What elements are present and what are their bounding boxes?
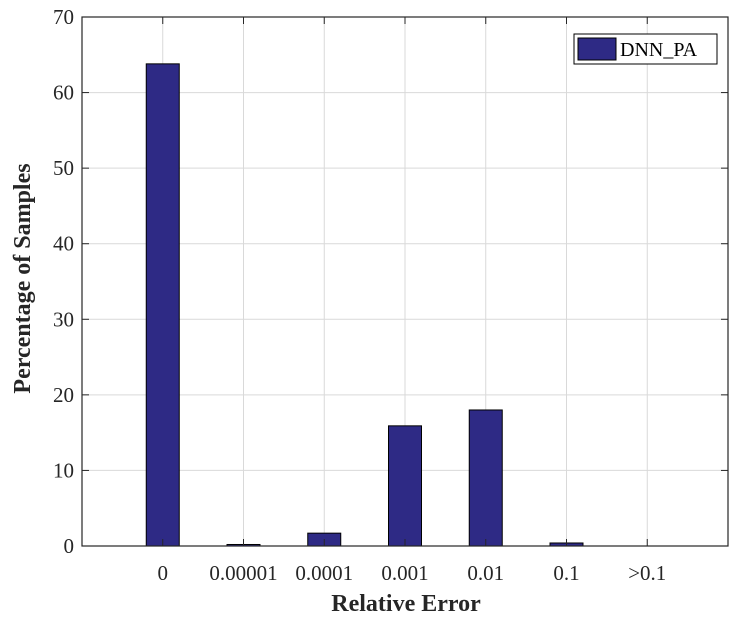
x-tick-label: 0.00001	[209, 561, 277, 585]
bars	[145, 63, 584, 547]
axis-ticks	[82, 16, 728, 547]
y-tick-labels: 0 10 20 30 40 50 60 70	[53, 5, 74, 558]
x-tick-label: >0.1	[628, 561, 666, 585]
y-tick-label: 40	[53, 232, 74, 256]
x-tick-label: 0.1	[553, 561, 579, 585]
y-tick-label: 50	[53, 156, 74, 180]
x-tick-label: 0	[158, 561, 169, 585]
x-tick-label: 0.0001	[295, 561, 353, 585]
x-axis-title: Relative Error	[331, 591, 481, 617]
y-tick-label: 70	[53, 5, 74, 29]
y-tick-label: 60	[53, 81, 74, 105]
bar-4	[388, 425, 422, 547]
y-tick-label: 0	[64, 534, 75, 558]
y-tick-label: 30	[53, 307, 74, 331]
x-tick-label: 0.001	[381, 561, 428, 585]
legend: DNN_PA	[573, 33, 718, 65]
y-tick-label: 20	[53, 383, 74, 407]
legend-swatch	[577, 37, 617, 61]
y-axis-title: Percentage of Samples	[10, 163, 36, 393]
bar-5	[468, 409, 503, 547]
legend-entry-dnn-pa: DNN_PA	[620, 39, 698, 61]
y-tick-label: 10	[53, 458, 74, 482]
x-tick-labels: 0 0.00001 0.0001 0.001 0.01 0.1 >0.1	[158, 561, 667, 585]
x-tick-label: 0.01	[467, 561, 504, 585]
bar-1	[145, 63, 180, 547]
